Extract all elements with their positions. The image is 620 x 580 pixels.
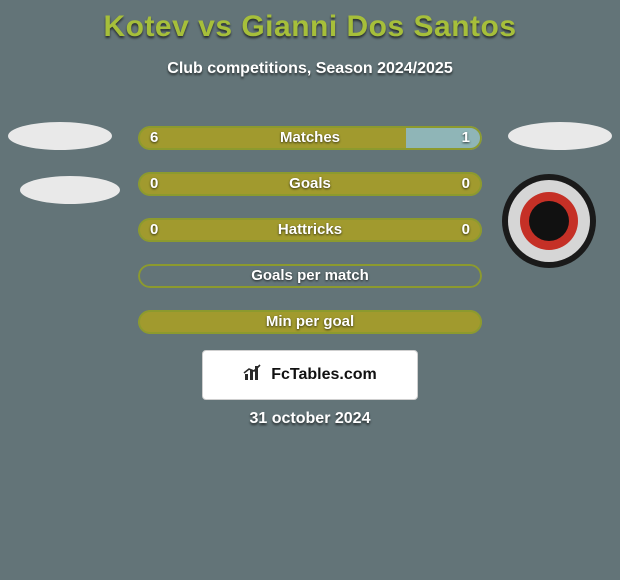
bar-label: Hattricks bbox=[138, 218, 482, 242]
comparison-bars: Matches61Goals00Hattricks00Goals per mat… bbox=[138, 126, 482, 356]
player-left-avatar bbox=[8, 122, 112, 150]
source-badge-text: FcTables.com bbox=[271, 366, 377, 384]
bar-row: Matches6 1 bbox=[138, 126, 482, 150]
page-title: Kotev vs Gianni Dos Santos bbox=[0, 0, 620, 44]
bar-label: Matches bbox=[138, 126, 482, 150]
chart-icon bbox=[243, 364, 265, 387]
bar-row: Min per goal bbox=[138, 310, 482, 334]
date-label: 31 october 2024 bbox=[0, 410, 620, 428]
bar-row: Hattricks0 0 bbox=[138, 218, 482, 242]
crest-center bbox=[529, 201, 569, 241]
bar-value-right: 0 bbox=[462, 172, 470, 196]
bar-label: Goals bbox=[138, 172, 482, 196]
source-badge: FcTables.com bbox=[202, 350, 418, 400]
bar-value-left: 0 bbox=[150, 218, 158, 242]
bar-row: Goals0 0 bbox=[138, 172, 482, 196]
bar-label: Goals per match bbox=[138, 264, 482, 288]
crest-ring-outer bbox=[508, 180, 590, 262]
bar-value-left: 0 bbox=[150, 172, 158, 196]
bar-value-left: 6 bbox=[150, 126, 158, 150]
bar-row: Goals per match bbox=[138, 264, 482, 288]
bar-label: Min per goal bbox=[138, 310, 482, 334]
player-right-avatar bbox=[508, 122, 612, 150]
bar-value-right: 0 bbox=[462, 218, 470, 242]
club-left-avatar bbox=[20, 176, 120, 204]
club-right-crest bbox=[502, 174, 596, 268]
crest-ring-mid bbox=[520, 192, 578, 250]
bar-value-right: 1 bbox=[462, 126, 470, 150]
page-subtitle: Club competitions, Season 2024/2025 bbox=[0, 60, 620, 78]
